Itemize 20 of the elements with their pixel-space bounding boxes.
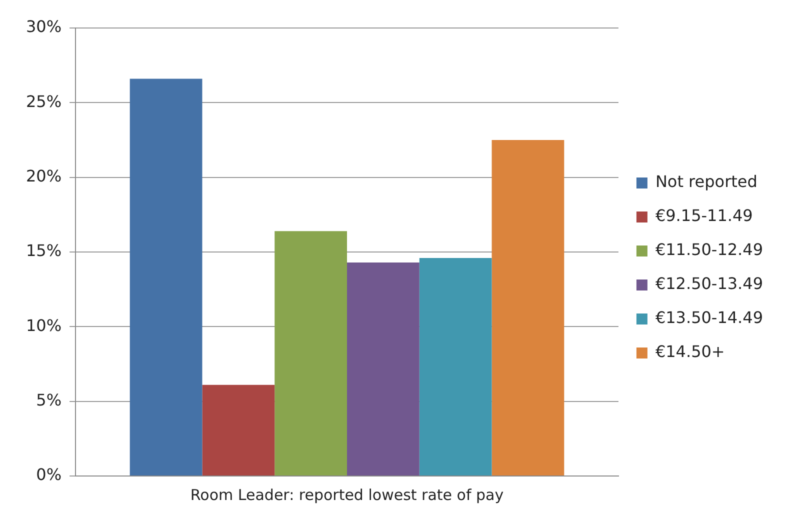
y-tick-label: 5% — [36, 390, 62, 410]
bar — [274, 231, 347, 476]
y-tick-label: 20% — [26, 166, 62, 186]
x-tick-label: Room Leader: reported lowest rate of pay — [190, 486, 504, 504]
y-tick-label: 30% — [26, 17, 62, 36]
legend-label: Not reported — [655, 172, 758, 192]
bar — [202, 384, 275, 476]
y-tick-label: 25% — [26, 92, 62, 111]
bar — [130, 78, 202, 476]
bar — [492, 140, 564, 476]
bar — [347, 262, 420, 476]
y-tick-label: 10% — [26, 316, 62, 335]
legend-label: €13.50-14.49 — [655, 308, 763, 328]
legend-label: €12.50-13.49 — [655, 274, 763, 294]
y-tick-label: 0% — [36, 465, 62, 484]
legend-label: €9.15-11.49 — [655, 206, 753, 226]
legend-label: €11.50-12.49 — [655, 240, 763, 260]
legend-label: €14.50+ — [655, 342, 725, 362]
y-tick-label: 15% — [26, 241, 62, 260]
bar — [419, 258, 492, 476]
